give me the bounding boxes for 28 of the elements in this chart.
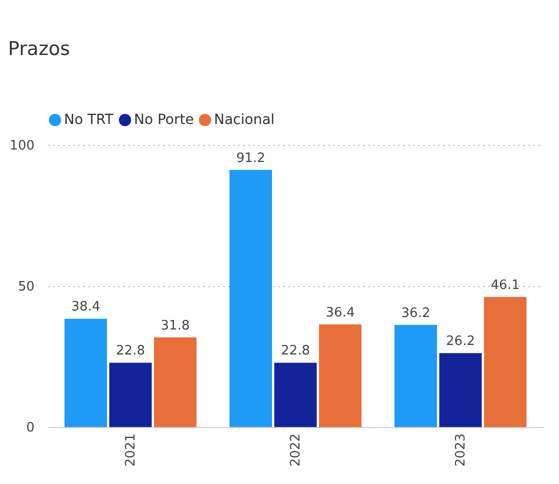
bar [64,318,108,427]
data-label: 46.1 [490,278,520,293]
x-tick-label: 2023 [454,434,468,467]
bar [394,324,438,427]
bar [109,362,152,427]
bar [484,297,526,427]
legend-label: No Porte [134,112,194,128]
x-tick-label: 2022 [288,434,304,467]
data-label: 26.2 [446,334,475,350]
bar [154,337,196,427]
y-tick-label: 100 [10,138,34,154]
legend-label: No TRT [64,112,114,128]
data-label: 36.2 [401,306,430,321]
x-tick-label: 2021 [124,434,138,467]
data-label: 22.8 [116,344,145,359]
y-tick-label: 0 [26,420,34,436]
data-label: 91.2 [236,150,266,166]
bar [274,362,317,427]
legend-label: Nacional [214,112,275,128]
bar [439,353,482,427]
data-label: 36.4 [326,305,355,320]
data-label: 31.8 [160,318,190,334]
chart-title: Prazos [8,38,70,60]
data-label: 22.8 [281,344,310,359]
data-label: 38.4 [71,300,100,315]
bar [230,170,272,427]
bar [318,324,362,427]
y-tick-label: 50 [18,280,34,294]
